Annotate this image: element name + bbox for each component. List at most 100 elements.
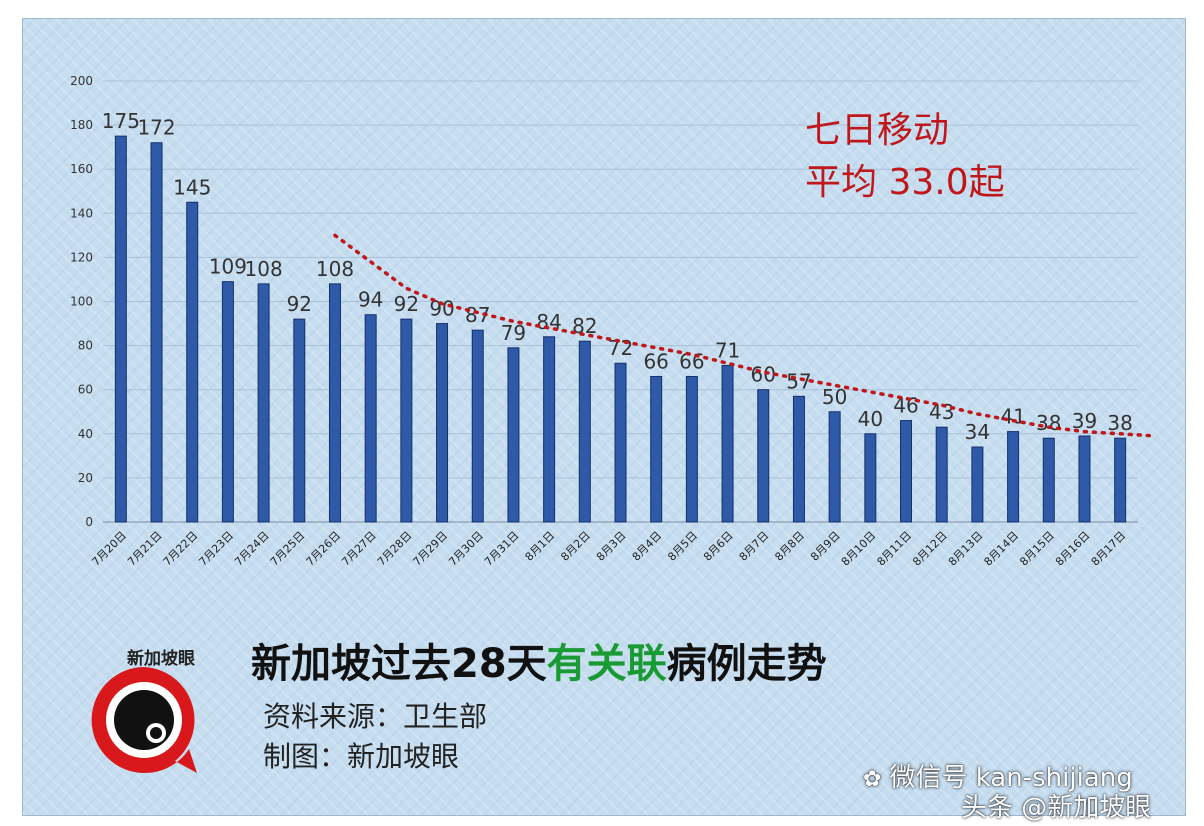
x-tick-label: 8月7日 — [737, 529, 772, 564]
x-tick-label: 8月4日 — [630, 529, 665, 564]
y-tick-label: 140 — [70, 206, 93, 220]
wechat-icon: ✿ — [863, 767, 882, 792]
y-tick-label: 0 — [85, 515, 93, 529]
y-tick-label: 160 — [70, 162, 93, 176]
watermark-toutiao: 头条 @新加坡眼 — [961, 793, 1152, 823]
bar-value-label: 84 — [536, 310, 561, 334]
bar — [543, 336, 556, 523]
bar-value-label: 66 — [679, 349, 704, 373]
bar-value-label: 38 — [1036, 411, 1061, 435]
bar — [293, 318, 306, 523]
x-tick-label: 8月2日 — [558, 529, 593, 564]
bar — [757, 389, 770, 523]
bar-value-label: 172 — [137, 116, 175, 140]
x-tick-label: 8月10日 — [839, 529, 879, 569]
bar-value-label: 92 — [287, 292, 312, 316]
bar-value-label: 38 — [1107, 411, 1132, 435]
y-tick-label: 20 — [78, 471, 93, 485]
annotation-line-2: 平均 33.0起 — [805, 162, 1005, 203]
bar — [1114, 437, 1127, 523]
x-tick-label: 8月17日 — [1089, 529, 1129, 569]
bar-value-label: 79 — [501, 321, 526, 345]
y-tick-label: 200 — [70, 74, 93, 88]
x-tick-label: 7月26日 — [304, 529, 344, 569]
x-tick-label: 7月20日 — [89, 529, 129, 569]
bar — [186, 201, 199, 523]
bar — [436, 323, 449, 523]
bar — [721, 364, 734, 523]
x-tick-label: 7月22日 — [161, 529, 201, 569]
y-tick-label: 180 — [70, 118, 93, 132]
watermark-wechat: ✿ 微信号 kan-shijiang — [863, 757, 1133, 794]
x-tick-label: 8月16日 — [1053, 529, 1093, 569]
watermark-wechat-text: 微信号 kan-shijiang — [889, 763, 1133, 793]
source-line: 资料来源：卫生部 — [263, 700, 488, 733]
bar — [507, 347, 520, 523]
x-tick-label: 7月23日 — [196, 529, 236, 569]
bar — [1007, 431, 1020, 523]
moving-average-trendline — [333, 233, 1158, 438]
x-tick-label: 8月5日 — [665, 529, 700, 564]
bar — [935, 426, 948, 523]
maker-line: 制图：新加坡眼 — [263, 740, 460, 773]
y-tick-label: 80 — [78, 339, 93, 353]
chart-title: 新加坡过去28天有关联病例走势 — [251, 631, 827, 689]
x-tick-label: 8月3日 — [594, 529, 629, 564]
x-tick-label: 7月21日 — [125, 529, 165, 569]
bar-value-label: 66 — [643, 349, 668, 373]
y-tick-label: 40 — [78, 427, 93, 441]
bar — [685, 375, 698, 523]
bar — [400, 318, 413, 523]
bar-value-label: 34 — [965, 420, 990, 444]
bar-value-label: 175 — [102, 109, 140, 133]
bar-value-label: 40 — [858, 407, 883, 431]
x-tick-label: 8月9日 — [808, 529, 843, 564]
x-tick-label: 7月30日 — [446, 529, 486, 569]
bar-value-label: 109 — [209, 255, 247, 279]
bar-chart: 0 20 40 60 80 100 120 140 160 180 200 175 7月20日 172 7月… — [70, 74, 1158, 569]
x-tick-label: 8月1日 — [523, 529, 558, 564]
bar — [828, 411, 841, 523]
bar-value-label: 50 — [822, 385, 847, 409]
annotation-line-1: 七日移动 — [805, 110, 950, 151]
bar — [578, 340, 591, 523]
x-tick-label: 8月14日 — [982, 529, 1022, 569]
x-tick-label: 8月15日 — [1017, 529, 1057, 569]
bar — [114, 135, 127, 523]
bar-value-label: 57 — [786, 369, 811, 393]
y-tick-label: 120 — [70, 250, 93, 264]
x-tick-label: 7月24日 — [232, 529, 272, 569]
bar-value-label: 108 — [316, 257, 354, 281]
bar — [1042, 437, 1055, 523]
bar-value-label: 60 — [751, 363, 776, 387]
x-tick-label: 7月29日 — [411, 529, 451, 569]
chart-frame: 0 20 40 60 80 100 120 140 160 180 200 175 7月20日 172 7月… — [22, 18, 1186, 823]
bar — [471, 329, 484, 523]
bar-value-label: 92 — [394, 292, 419, 316]
bar-value-label: 108 — [245, 257, 283, 281]
x-tick-label: 7月27日 — [339, 529, 379, 569]
bar-value-label: 71 — [715, 338, 740, 362]
bar — [971, 446, 984, 523]
bar-value-label: 41 — [1000, 405, 1025, 429]
bar-value-label: 72 — [608, 336, 633, 360]
title-highlight: 有关联 — [546, 641, 667, 687]
bar — [792, 395, 805, 523]
bar — [364, 314, 377, 523]
bar — [150, 142, 163, 523]
logo-text: 新加坡眼 — [127, 649, 195, 669]
bar-value-label: 94 — [358, 288, 383, 312]
bar-value-label: 82 — [572, 314, 597, 338]
bar — [650, 375, 663, 523]
x-tick-label: 8月6日 — [701, 529, 736, 564]
bar — [1078, 435, 1091, 523]
bar — [328, 283, 341, 523]
bar — [221, 281, 234, 523]
bar — [864, 433, 877, 523]
title-part-3: 病例走势 — [666, 641, 827, 687]
moving-average-annotation: 七日移动 平均 33.0起 — [805, 105, 1005, 209]
logo-icon — [91, 667, 197, 773]
x-tick-label: 8月11日 — [875, 529, 915, 569]
x-tick-label: 7月31日 — [482, 529, 522, 569]
bar — [614, 362, 627, 523]
